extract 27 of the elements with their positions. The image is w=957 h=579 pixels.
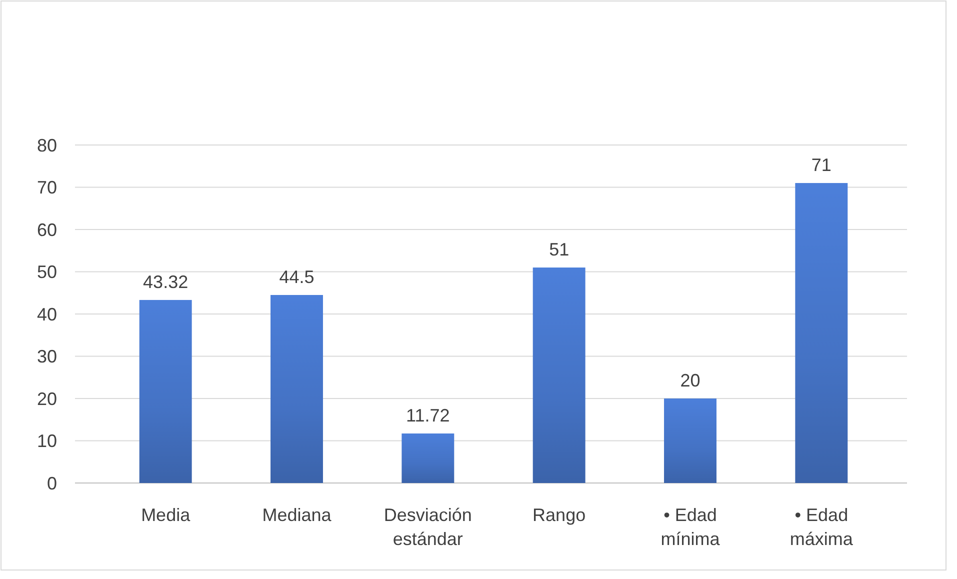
y-tick-label: 80: [36, 135, 57, 156]
x-tick-label: • Edad mínima: [660, 505, 721, 549]
bar: [139, 300, 192, 483]
x-tick-label: Mediana: [262, 505, 332, 525]
y-tick-label: 20: [36, 388, 57, 409]
y-tick-label: 30: [36, 346, 57, 367]
x-tick-label: Media: [141, 505, 192, 525]
y-tick-label: 40: [36, 304, 57, 324]
data-label: 20: [680, 370, 700, 390]
y-tick-label: 50: [36, 262, 57, 282]
y-tick-label: 0: [46, 473, 57, 494]
x-tick-label: • Edad máxima: [790, 505, 854, 549]
x-tick-label: Desviación estándar: [384, 505, 472, 549]
x-tick-label: Rango: [532, 505, 586, 525]
bar: [270, 294, 323, 483]
bar: [532, 268, 586, 483]
data-label: 11.72: [406, 405, 450, 426]
data-label: 71: [811, 155, 832, 176]
bar: [402, 433, 454, 483]
data-label: 43.32: [143, 272, 188, 292]
bar: [664, 398, 716, 483]
data-label: 51: [549, 240, 570, 260]
y-tick-label: 60: [36, 220, 57, 240]
y-tick-label: 70: [36, 178, 57, 198]
data-label: 44.5: [279, 266, 314, 287]
bar: [795, 183, 848, 483]
y-tick-label: 10: [36, 431, 57, 452]
